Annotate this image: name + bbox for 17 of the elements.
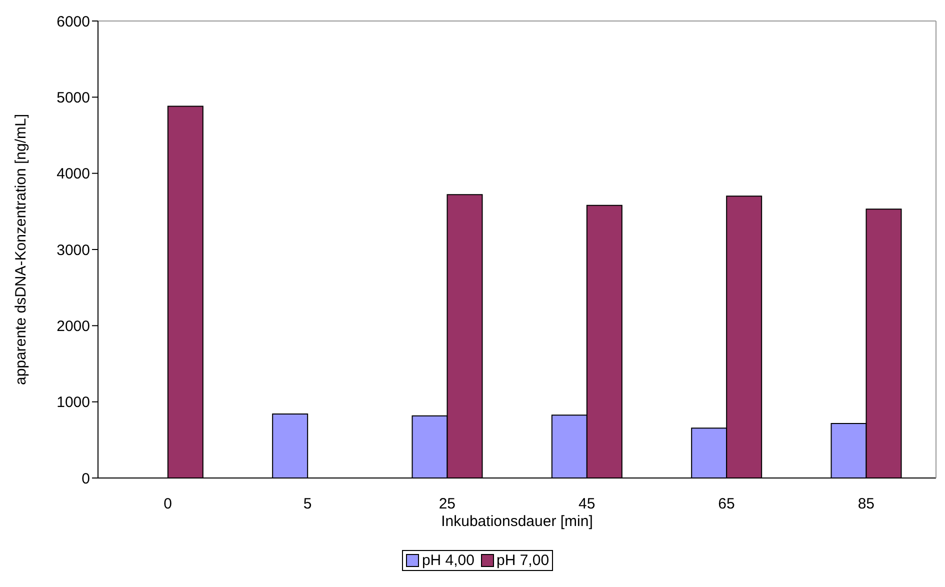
- y-tick-label: 4000: [56, 166, 90, 183]
- y-tick-label: 6000: [56, 13, 90, 30]
- x-tick-label: 85: [858, 496, 875, 513]
- y-tick-label: 2000: [56, 318, 90, 335]
- y-tick-label: 5000: [56, 89, 90, 106]
- x-axis-title: Inkubationsdauer [min]: [441, 513, 593, 530]
- y-tick-label: 1000: [56, 394, 90, 412]
- legend-label: pH 7,00: [496, 552, 550, 569]
- x-tick-label: 65: [718, 496, 735, 513]
- y-tick-label: 3000: [56, 242, 90, 259]
- y-tick-label: 0: [82, 470, 90, 488]
- legend-label: pH 4,00: [422, 552, 474, 569]
- x-tick-label: 5: [303, 496, 312, 513]
- x-tick-label: 45: [578, 496, 596, 513]
- x-tick-label: 0: [164, 496, 172, 513]
- x-tick-label: 25: [438, 496, 456, 513]
- y-axis-title: apparente dsDNA-Konzentration [ng/mL]: [12, 114, 30, 385]
